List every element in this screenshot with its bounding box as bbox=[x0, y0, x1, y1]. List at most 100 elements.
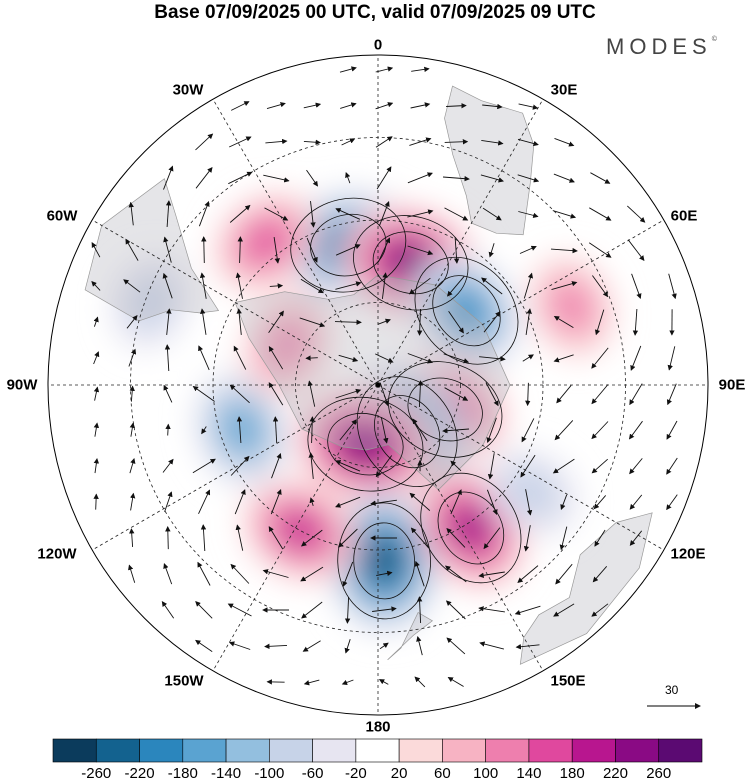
wind-arrow bbox=[128, 348, 137, 367]
wind-arrow bbox=[414, 676, 426, 688]
wind-vectors bbox=[91, 66, 678, 688]
wind-arrow bbox=[344, 596, 351, 624]
colorbar-tick-label: 100 bbox=[473, 765, 499, 782]
wind-arrow bbox=[377, 318, 391, 325]
wind-arrow bbox=[631, 273, 642, 300]
wind-arrow bbox=[379, 382, 389, 407]
wind-arrow bbox=[200, 524, 207, 552]
colorbar-tick-label: 180 bbox=[559, 765, 585, 782]
anomaly-blob bbox=[351, 432, 380, 456]
wind-arrow bbox=[478, 606, 505, 613]
wind-arrow bbox=[375, 455, 393, 478]
wind-arrow bbox=[380, 417, 389, 444]
wind-arrow bbox=[91, 242, 101, 258]
wind-arrow bbox=[195, 166, 213, 189]
wind-arrow bbox=[416, 596, 423, 624]
wind-arrow bbox=[553, 354, 574, 363]
wind-arrow bbox=[629, 458, 643, 475]
continents bbox=[84, 85, 653, 665]
wind-arrow bbox=[162, 458, 174, 473]
wind-arrow bbox=[375, 353, 394, 363]
wind-arrow bbox=[198, 200, 210, 227]
wind-arrow bbox=[481, 139, 504, 146]
contour-line bbox=[420, 472, 522, 584]
wind-arrow bbox=[444, 387, 469, 401]
colorbar-segment bbox=[312, 738, 357, 763]
wind-arrow bbox=[407, 245, 434, 256]
contour-line bbox=[353, 215, 469, 311]
lon-label-30w: 30W bbox=[172, 81, 204, 99]
contour-lines bbox=[290, 197, 522, 620]
anomaly-blob bbox=[503, 466, 559, 518]
colorbar-tick-label: -60 bbox=[301, 765, 324, 782]
wind-arrow bbox=[482, 103, 503, 110]
wind-arrow bbox=[268, 526, 284, 550]
colorbar-segment bbox=[658, 738, 703, 763]
meridian-line bbox=[92, 219, 379, 386]
wind-arrow bbox=[345, 172, 351, 184]
lon-label-150e: 150E bbox=[550, 672, 586, 690]
wind-arrow bbox=[126, 314, 138, 329]
wind-arrow bbox=[265, 138, 288, 145]
contour-line bbox=[374, 395, 441, 469]
wind-arrow bbox=[667, 346, 676, 371]
wind-arrow bbox=[588, 242, 612, 258]
wind-arrow bbox=[306, 169, 319, 187]
colorbar-tick-label: -20 bbox=[345, 765, 367, 782]
wind-arrow bbox=[379, 642, 389, 650]
wind-arrow bbox=[416, 308, 423, 336]
wind-arrow bbox=[300, 529, 323, 547]
wind-arrow bbox=[195, 639, 213, 652]
wind-arrow bbox=[307, 380, 316, 407]
wind-arrow bbox=[302, 640, 321, 652]
wind-arrow bbox=[481, 277, 503, 295]
graticule bbox=[48, 55, 708, 715]
wind-arrow bbox=[482, 207, 502, 221]
wind-arrow bbox=[268, 310, 284, 333]
wind-arrow bbox=[271, 452, 282, 479]
wind-arrow bbox=[517, 565, 539, 583]
contour-line bbox=[327, 413, 404, 476]
latitude-circle bbox=[295, 302, 461, 468]
lon-label-150w: 150W bbox=[164, 672, 204, 690]
colorbar-segment bbox=[95, 738, 140, 763]
wind-arrow bbox=[164, 491, 173, 513]
colorbar-segment bbox=[52, 738, 97, 763]
wind-arrow bbox=[163, 236, 172, 263]
wind-arrow bbox=[300, 278, 324, 294]
wind-arrow bbox=[375, 66, 394, 73]
wind-arrow bbox=[412, 418, 428, 442]
meridian-line bbox=[212, 384, 379, 671]
colorbar-segment bbox=[139, 738, 184, 763]
map-boundary bbox=[47, 54, 709, 716]
wind-arrow bbox=[236, 416, 243, 444]
wind-arrow bbox=[479, 641, 505, 650]
contour-line bbox=[290, 197, 407, 293]
wind-arrow bbox=[629, 530, 643, 546]
wind-arrow bbox=[165, 200, 172, 228]
wind-arrow bbox=[128, 201, 134, 226]
wind-arrow bbox=[303, 679, 320, 686]
contour-line bbox=[432, 275, 501, 347]
wind-arrow bbox=[555, 563, 573, 585]
wind-arrow bbox=[161, 601, 175, 619]
wind-arrow bbox=[339, 66, 357, 73]
lon-label-60w: 60W bbox=[46, 207, 78, 225]
wind-arrow bbox=[591, 347, 609, 369]
wind-arrow bbox=[485, 382, 499, 407]
contour-line bbox=[372, 231, 449, 295]
wind-arrow bbox=[228, 641, 251, 650]
wind-arrow bbox=[198, 489, 211, 514]
colorbar-tick-label: 260 bbox=[646, 765, 672, 782]
wind-arrow bbox=[233, 345, 247, 370]
colorbar-tick-label: 140 bbox=[516, 765, 542, 782]
colorbar-segment bbox=[528, 738, 573, 763]
wind-arrow bbox=[230, 455, 250, 476]
wind-arrow bbox=[666, 383, 677, 406]
wind-arrow bbox=[488, 243, 495, 258]
wind-arrow bbox=[478, 571, 505, 578]
wind-arrow bbox=[417, 380, 424, 408]
wind-arrow bbox=[335, 244, 361, 256]
wind-arrow bbox=[123, 279, 141, 293]
